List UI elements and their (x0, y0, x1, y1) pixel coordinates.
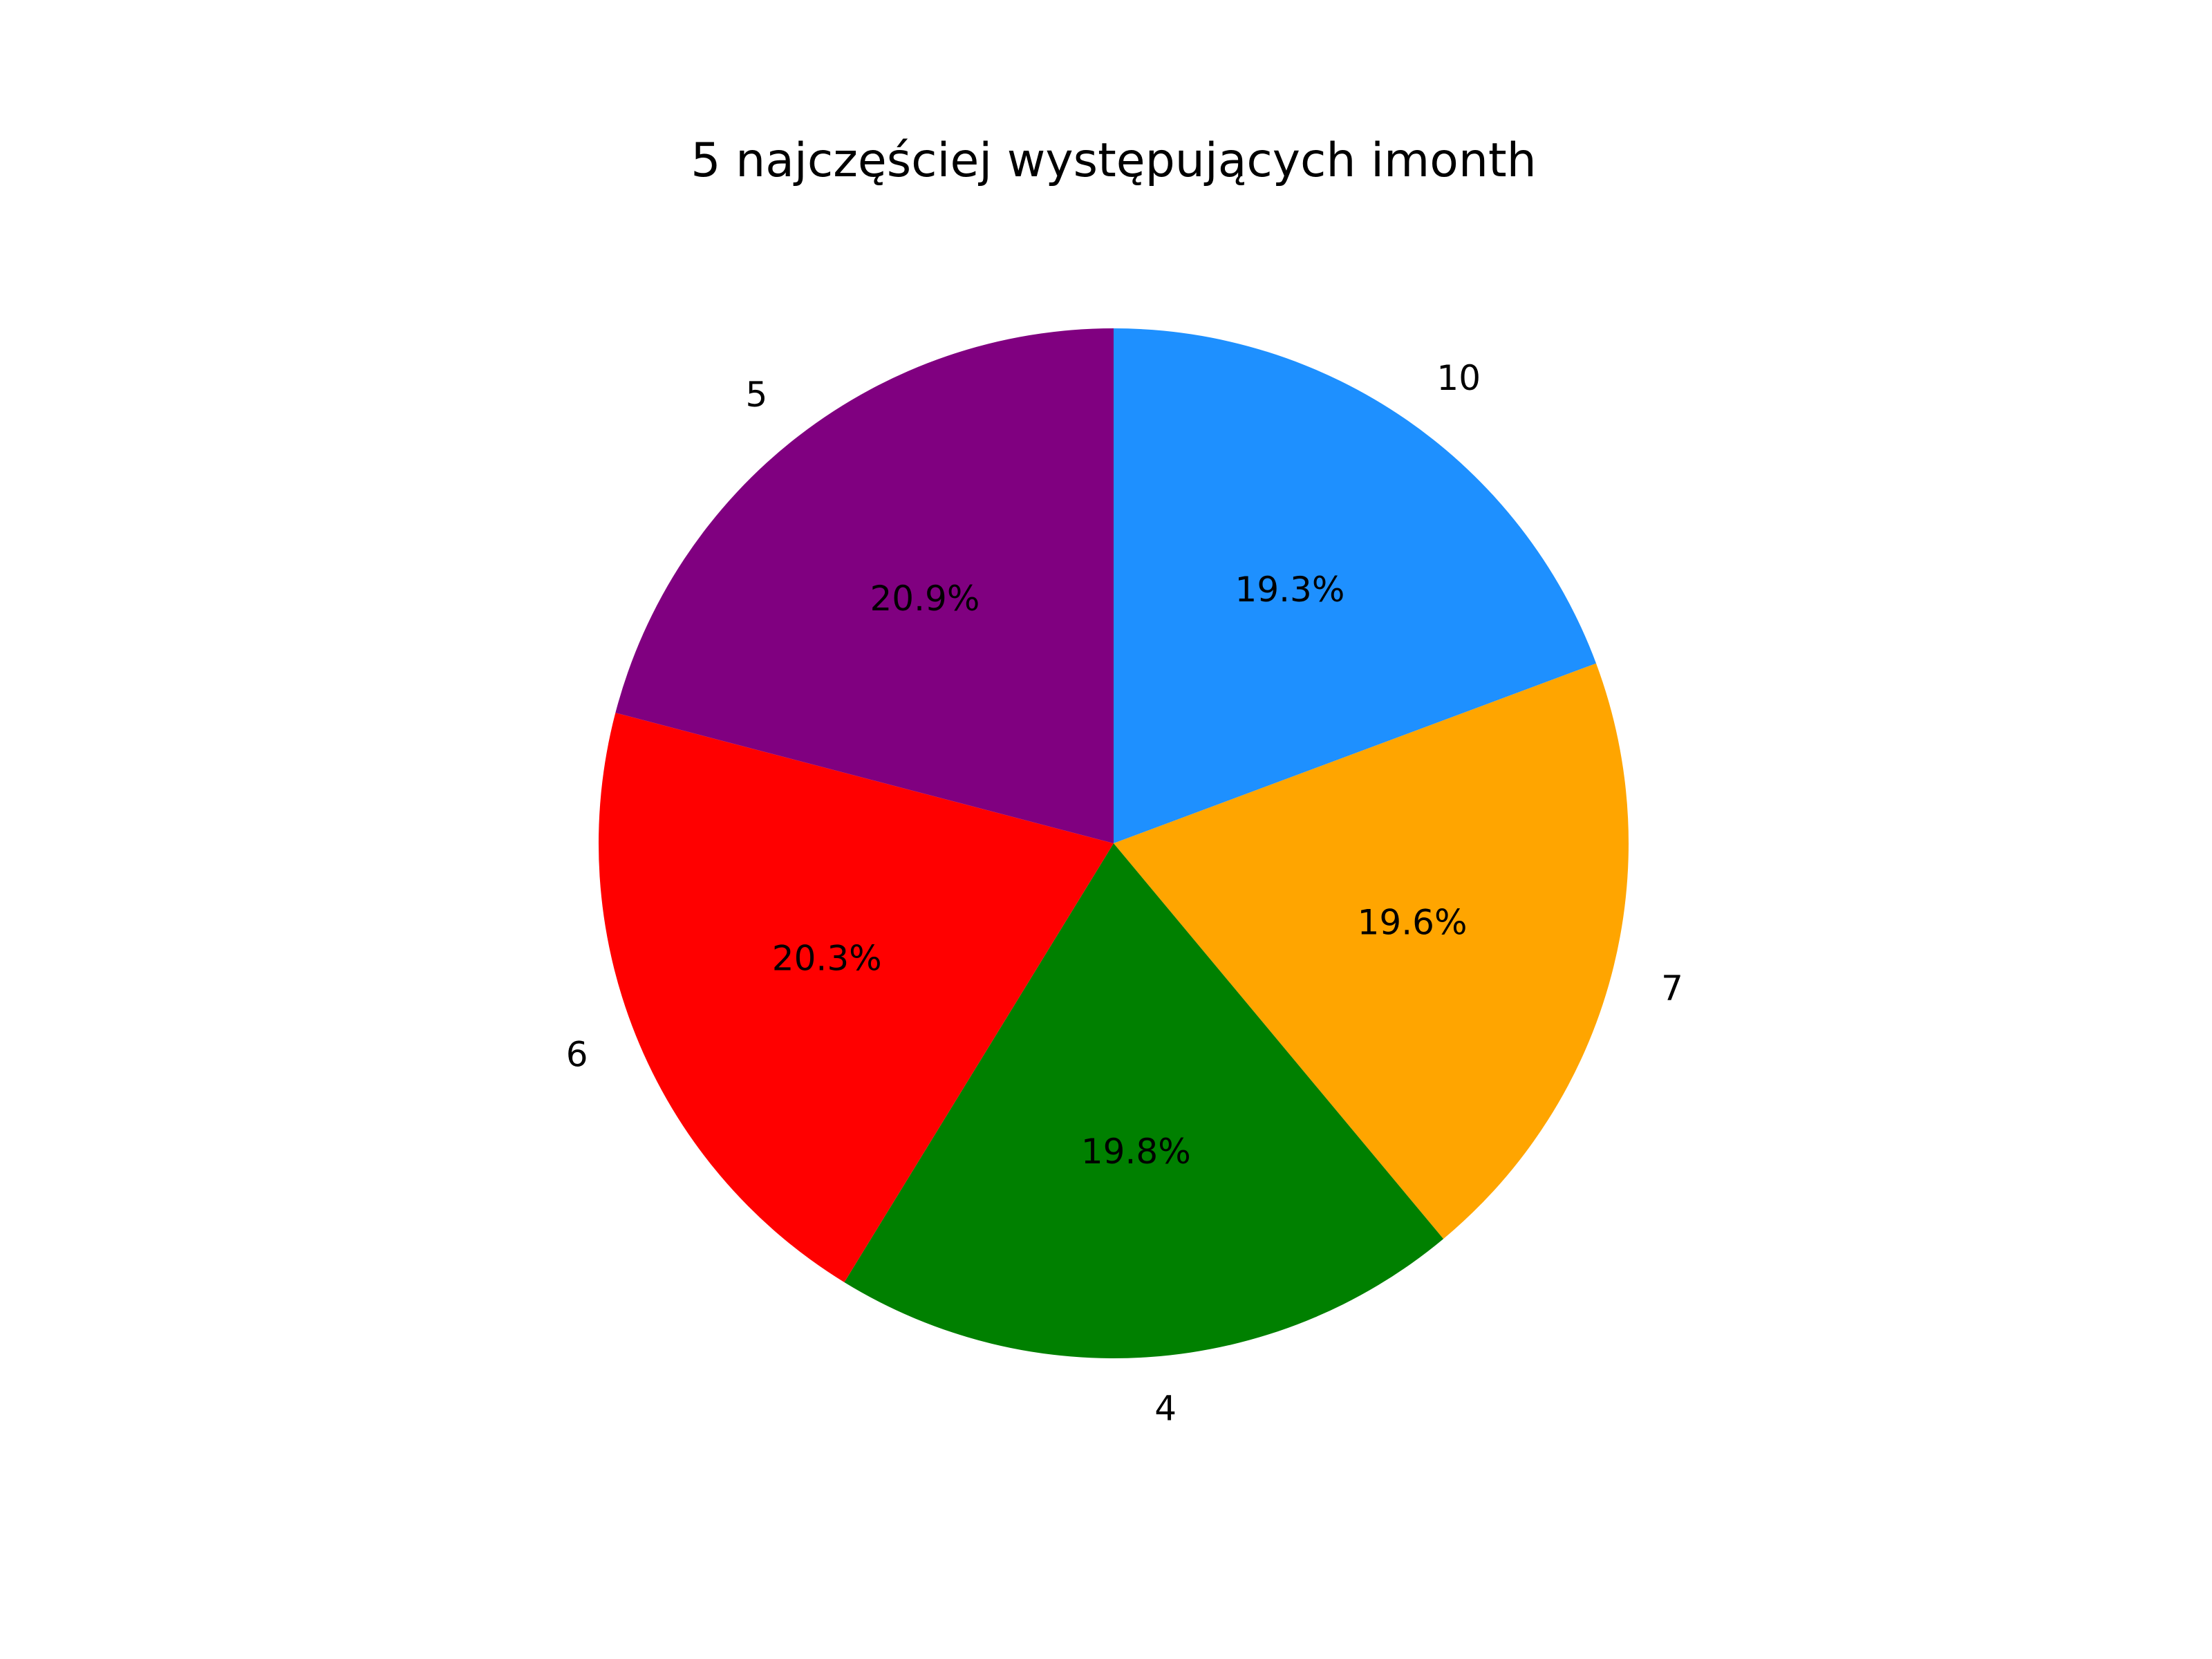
slice-category-label: 6 (566, 1035, 588, 1075)
pie-slice-10 (1114, 328, 1597, 843)
slice-percent-label: 19.3% (1235, 570, 1345, 610)
slice-category-label: 5 (746, 375, 768, 415)
pie-slice-4 (844, 843, 1444, 1358)
slice-category-label: 10 (1436, 358, 1481, 398)
slice-category-label: 4 (1154, 1388, 1177, 1428)
pie-slice-6 (598, 713, 1114, 1283)
pie-slices (598, 328, 1629, 1358)
slice-category-label: 7 (1661, 968, 1683, 1009)
slice-percent-label: 20.9% (870, 579, 980, 619)
pie-slice-5 (615, 328, 1114, 843)
slice-percent-label: 19.8% (1081, 1132, 1191, 1172)
slice-percent-label: 20.3% (772, 939, 882, 979)
chart-title: 5 najczęściej występujących imonth (691, 133, 1536, 188)
pie-labels: 10 19.3% 7 19.6% 4 19.8% 6 20.3% 5 20.9% (566, 358, 1683, 1428)
slice-percent-label: 19.6% (1358, 903, 1468, 943)
pie-slice-7 (1114, 663, 1629, 1239)
